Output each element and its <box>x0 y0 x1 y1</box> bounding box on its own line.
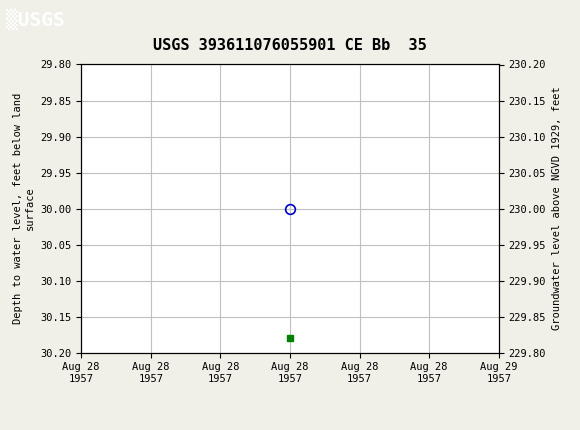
Y-axis label: Groundwater level above NGVD 1929, feet: Groundwater level above NGVD 1929, feet <box>552 87 561 330</box>
Text: ▒USGS: ▒USGS <box>6 9 64 30</box>
Text: USGS 393611076055901 CE Bb  35: USGS 393611076055901 CE Bb 35 <box>153 38 427 52</box>
Y-axis label: Depth to water level, feet below land
surface: Depth to water level, feet below land su… <box>13 93 35 324</box>
